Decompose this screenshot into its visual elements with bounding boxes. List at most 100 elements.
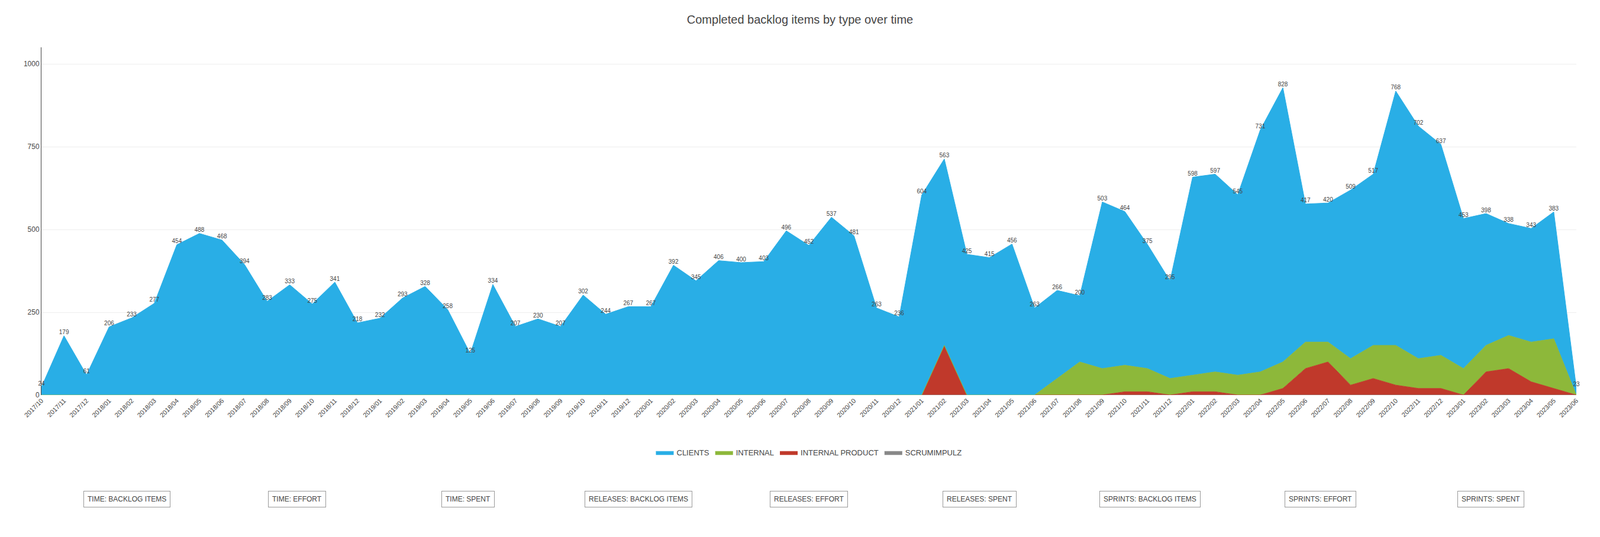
svg-text:218: 218 <box>352 315 363 323</box>
svg-text:398: 398 <box>1481 207 1492 214</box>
svg-text:RELEASES: SPENT: RELEASES: SPENT <box>946 495 1013 504</box>
svg-text:2023/06: 2023/06 <box>1557 397 1580 419</box>
svg-text:207: 207 <box>510 320 521 327</box>
svg-text:2021/08: 2021/08 <box>1060 397 1083 419</box>
svg-text:537: 537 <box>826 210 837 218</box>
svg-text:2019/07: 2019/07 <box>497 397 519 419</box>
svg-text:406: 406 <box>713 253 724 261</box>
svg-text:2018/03: 2018/03 <box>135 397 158 419</box>
svg-text:420: 420 <box>1323 196 1334 203</box>
svg-text:2021/11: 2021/11 <box>1128 397 1151 419</box>
svg-text:2022/04: 2022/04 <box>1242 397 1264 419</box>
svg-text:277: 277 <box>149 296 160 303</box>
svg-text:293: 293 <box>397 291 408 298</box>
svg-text:61: 61 <box>83 368 91 375</box>
svg-text:2019/09: 2019/09 <box>542 397 564 419</box>
svg-text:2021/03: 2021/03 <box>948 397 971 419</box>
svg-text:341: 341 <box>330 275 341 283</box>
svg-text:637: 637 <box>1436 137 1447 145</box>
svg-text:454: 454 <box>172 237 183 245</box>
svg-text:275: 275 <box>307 297 318 305</box>
svg-text:CLIENTS: CLIENTS <box>676 448 710 458</box>
svg-text:2020/09: 2020/09 <box>813 397 835 419</box>
svg-text:24: 24 <box>37 380 45 387</box>
svg-text:2022/07: 2022/07 <box>1309 397 1332 419</box>
svg-text:2018/06: 2018/06 <box>203 397 226 419</box>
svg-text:2021/02: 2021/02 <box>926 397 948 419</box>
svg-text:2020/08: 2020/08 <box>790 397 813 419</box>
svg-text:2021/10: 2021/10 <box>1106 397 1129 419</box>
svg-text:2019/02: 2019/02 <box>384 397 406 419</box>
svg-text:2020/12: 2020/12 <box>880 397 903 419</box>
svg-text:345: 345 <box>691 273 702 281</box>
svg-text:TIME: BACKLOG ITEMS: TIME: BACKLOG ITEMS <box>87 495 167 504</box>
svg-text:2018/02: 2018/02 <box>113 397 135 419</box>
svg-text:Completed backlog items by typ: Completed backlog items by type over tim… <box>686 13 914 27</box>
svg-text:0: 0 <box>35 391 40 400</box>
svg-text:509: 509 <box>1345 183 1356 190</box>
svg-text:2020/03: 2020/03 <box>677 397 700 419</box>
svg-text:731: 731 <box>1255 123 1266 130</box>
svg-text:2020/10: 2020/10 <box>835 397 858 419</box>
svg-text:2022/01: 2022/01 <box>1173 397 1196 419</box>
svg-text:597: 597 <box>1210 167 1221 174</box>
svg-text:2021/12: 2021/12 <box>1151 397 1174 419</box>
svg-text:598: 598 <box>1187 170 1198 177</box>
svg-text:2020/05: 2020/05 <box>722 397 745 419</box>
svg-text:425: 425 <box>962 247 973 255</box>
svg-text:2023/01: 2023/01 <box>1444 397 1467 419</box>
svg-text:375: 375 <box>1142 237 1153 245</box>
svg-text:2023/02: 2023/02 <box>1467 397 1490 419</box>
svg-text:2018/11: 2018/11 <box>316 397 338 419</box>
svg-text:2019/11: 2019/11 <box>587 397 609 419</box>
svg-text:2020/07: 2020/07 <box>768 397 790 419</box>
svg-text:2019/08: 2019/08 <box>519 397 542 419</box>
svg-text:2020/06: 2020/06 <box>744 397 767 419</box>
svg-text:232: 232 <box>375 311 386 319</box>
svg-text:2018/09: 2018/09 <box>271 397 293 419</box>
svg-text:333: 333 <box>284 278 295 285</box>
svg-text:2018/08: 2018/08 <box>248 397 271 419</box>
svg-text:383: 383 <box>1549 205 1560 212</box>
svg-text:394: 394 <box>239 257 250 265</box>
svg-text:604: 604 <box>916 188 927 195</box>
svg-text:2021/04: 2021/04 <box>971 397 993 419</box>
svg-text:263: 263 <box>871 301 882 308</box>
svg-text:2018/10: 2018/10 <box>293 397 316 419</box>
svg-text:2022/03: 2022/03 <box>1218 397 1241 419</box>
svg-text:2022/06: 2022/06 <box>1286 397 1309 419</box>
svg-text:SPRINTS: SPENT: SPRINTS: SPENT <box>1461 495 1521 504</box>
svg-text:2017/12: 2017/12 <box>68 397 90 419</box>
svg-text:295: 295 <box>1165 273 1176 281</box>
svg-text:266: 266 <box>1052 284 1063 291</box>
svg-text:RELEASES: BACKLOG ITEMS: RELEASES: BACKLOG ITEMS <box>588 495 689 504</box>
svg-text:2019/12: 2019/12 <box>610 397 632 419</box>
svg-text:INTERNAL PRODUCT: INTERNAL PRODUCT <box>800 448 879 458</box>
svg-text:2019/10: 2019/10 <box>564 397 587 419</box>
svg-text:517: 517 <box>1368 167 1379 174</box>
svg-text:2022/02: 2022/02 <box>1196 397 1219 419</box>
svg-text:2022/08: 2022/08 <box>1331 397 1354 419</box>
svg-text:244: 244 <box>600 307 611 315</box>
svg-text:563: 563 <box>939 152 950 159</box>
svg-text:1000: 1000 <box>23 59 40 69</box>
svg-text:334: 334 <box>488 277 499 285</box>
svg-text:453: 453 <box>1458 211 1469 219</box>
svg-text:2022/12: 2022/12 <box>1422 397 1445 419</box>
svg-text:2019/01: 2019/01 <box>361 397 384 419</box>
svg-text:2020/04: 2020/04 <box>700 397 722 419</box>
svg-text:125: 125 <box>465 347 476 354</box>
svg-text:TIME: EFFORT: TIME: EFFORT <box>272 495 322 504</box>
svg-text:2020/02: 2020/02 <box>655 397 677 419</box>
svg-text:2019/03: 2019/03 <box>406 397 429 419</box>
svg-text:2020/11: 2020/11 <box>858 397 880 419</box>
svg-text:207: 207 <box>555 320 566 327</box>
svg-text:488: 488 <box>194 226 205 234</box>
svg-text:302: 302 <box>578 288 589 295</box>
svg-text:503: 503 <box>1097 195 1108 202</box>
svg-text:2021/06: 2021/06 <box>1015 397 1038 419</box>
svg-text:468: 468 <box>217 233 228 240</box>
svg-text:2019/06: 2019/06 <box>474 397 497 419</box>
svg-text:RELEASES: EFFORT: RELEASES: EFFORT <box>773 495 844 504</box>
svg-text:23: 23 <box>1572 381 1580 388</box>
